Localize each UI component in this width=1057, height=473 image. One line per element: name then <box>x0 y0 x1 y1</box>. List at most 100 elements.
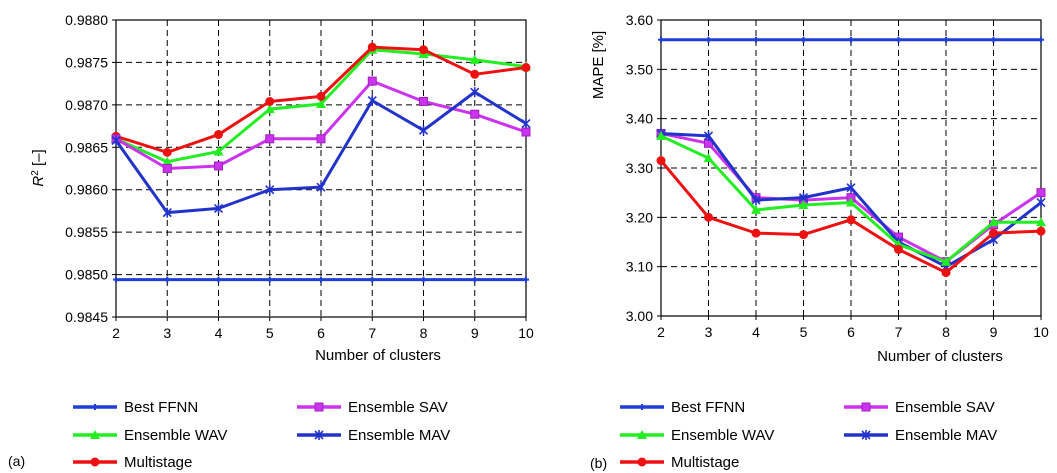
series-group-a <box>111 42 531 283</box>
legend-item-multistage: Multistage <box>620 454 739 471</box>
data-point-ensemble-wav <box>703 153 714 163</box>
y-tick-label: 3.20 <box>626 209 653 225</box>
legend-label: Multistage <box>671 454 739 471</box>
data-point-best-ffnn <box>266 276 273 283</box>
data-point-ensemble-wav <box>656 130 666 140</box>
y-tick-label: 0.9880 <box>65 12 108 28</box>
x-tick-label: 6 <box>317 325 325 341</box>
y-tick-label: 0.9845 <box>65 309 108 325</box>
data-point-ensemble-wav <box>213 146 224 156</box>
data-point-best-ffnn <box>164 276 171 283</box>
data-point-ensemble-sav <box>419 96 428 106</box>
x-tick-label: 7 <box>368 325 376 341</box>
x-tick-label: 10 <box>518 325 534 341</box>
data-point-best-ffnn <box>1038 36 1044 43</box>
data-point-best-ffnn <box>369 276 376 283</box>
x-tick-label: 10 <box>1033 324 1049 340</box>
x-tick-label: 9 <box>990 324 998 340</box>
x-tick-label: 4 <box>215 325 223 341</box>
y-ticks-b: 3.00 3.10 3.20 3.30 3.40 3.50 3.60 <box>626 12 661 324</box>
x-tick-label: 9 <box>471 325 479 341</box>
y-tick-label: 0.9850 <box>65 267 108 283</box>
series-multistage <box>656 156 1046 278</box>
data-point-multistage <box>521 63 531 73</box>
data-point-ensemble-sav <box>521 127 531 137</box>
panel-label-b: (b) <box>590 455 607 471</box>
series-group-b <box>656 36 1046 278</box>
x-tick-label: 8 <box>420 325 428 341</box>
data-point-best-ffnn <box>895 36 902 43</box>
data-point-ensemble-wav <box>798 200 809 209</box>
legend-label: Multistage <box>124 454 192 471</box>
data-point-ensemble-wav <box>1036 217 1046 227</box>
data-point-multistage <box>846 215 856 225</box>
x-tick-label: 8 <box>942 324 950 340</box>
data-point-multistage <box>419 45 428 55</box>
data-point-multistage <box>799 230 808 240</box>
legend-marker <box>861 402 871 412</box>
data-point-ensemble-wav <box>264 104 275 114</box>
data-point-best-ffnn <box>471 276 478 283</box>
data-point-multistage <box>316 91 326 101</box>
data-point-ensemble-wav <box>941 256 951 266</box>
legend-item-ensemble-sav: Ensemble SAV <box>297 399 448 416</box>
data-point-multistage <box>367 42 377 52</box>
series-ensemble-mav <box>656 128 1046 272</box>
x-axis-label-a: Number of clusters <box>315 347 441 364</box>
series-best-ffnn <box>658 36 1044 43</box>
data-point-multistage <box>704 212 713 222</box>
data-point-ensemble-mav <box>265 184 275 195</box>
legend-b: Best FFNN Ensemble SAV Ensemble WAV Ensembl… <box>620 399 997 471</box>
data-point-ensemble-mav <box>213 203 224 214</box>
legend-item-ensemble-mav: Ensemble MAV <box>297 427 450 444</box>
chart-panel-b: 3.003.103.203.303.403.503.60 2 3 4 5 6 7 8 9 10 … <box>590 12 1049 471</box>
legend-item-best-ffnn: Best FFNN <box>73 399 198 416</box>
data-point-multistage <box>214 130 223 140</box>
x-tick-label: 4 <box>752 324 760 340</box>
legend-label: Ensemble WAV <box>124 427 227 444</box>
data-point-best-ffnn <box>658 36 664 43</box>
data-point-ensemble-sav <box>470 109 480 119</box>
y-tick-label: 0.9860 <box>65 182 108 198</box>
series-multistage <box>111 42 531 157</box>
legend-marker <box>90 457 100 467</box>
data-point-ensemble-mav <box>1036 197 1046 208</box>
data-point-ensemble-sav <box>316 134 326 144</box>
legend-label: Best FFNN <box>671 399 745 416</box>
x-tick-label: 3 <box>705 324 713 340</box>
data-point-multistage <box>989 228 998 238</box>
legend-label: Ensemble SAV <box>895 399 995 416</box>
legend-label: Ensemble SAV <box>348 399 448 416</box>
data-point-multistage <box>656 156 666 166</box>
data-point-ensemble-mav <box>703 130 714 141</box>
data-point-ensemble-mav <box>521 118 531 129</box>
data-point-ensemble-sav <box>1036 188 1046 198</box>
y-tick-label: 0.9875 <box>65 54 108 70</box>
data-point-best-ffnn <box>800 36 807 43</box>
legend-label: Ensemble MAV <box>348 427 450 444</box>
y-tick-label: 3.40 <box>626 111 653 127</box>
legend-marker <box>90 430 100 439</box>
data-point-ensemble-mav <box>846 182 856 193</box>
y-tick-label: 3.50 <box>626 61 653 77</box>
x-tick-label: 6 <box>847 324 855 340</box>
data-point-ensemble-mav <box>418 125 429 136</box>
data-point-ensemble-mav <box>470 87 480 98</box>
data-point-ensemble-wav <box>162 156 173 166</box>
x-tick-label: 5 <box>266 325 274 341</box>
x-axis-label-b: Number of clusters <box>877 348 1003 365</box>
legend-marker <box>637 430 647 439</box>
data-point-ensemble-wav <box>751 204 761 214</box>
data-point-best-ffnn <box>420 276 427 283</box>
x-tick-label: 2 <box>657 324 665 340</box>
data-point-multistage <box>941 268 951 278</box>
data-point-ensemble-mav <box>316 182 326 193</box>
x-tick-label: 7 <box>895 324 903 340</box>
panel-label-a: (a) <box>8 453 25 469</box>
data-point-ensemble-mav <box>751 195 761 206</box>
series-best-ffnn <box>113 276 529 283</box>
legend-marker <box>314 430 324 440</box>
data-point-multistage <box>751 228 761 238</box>
data-point-ensemble-mav <box>367 95 377 106</box>
